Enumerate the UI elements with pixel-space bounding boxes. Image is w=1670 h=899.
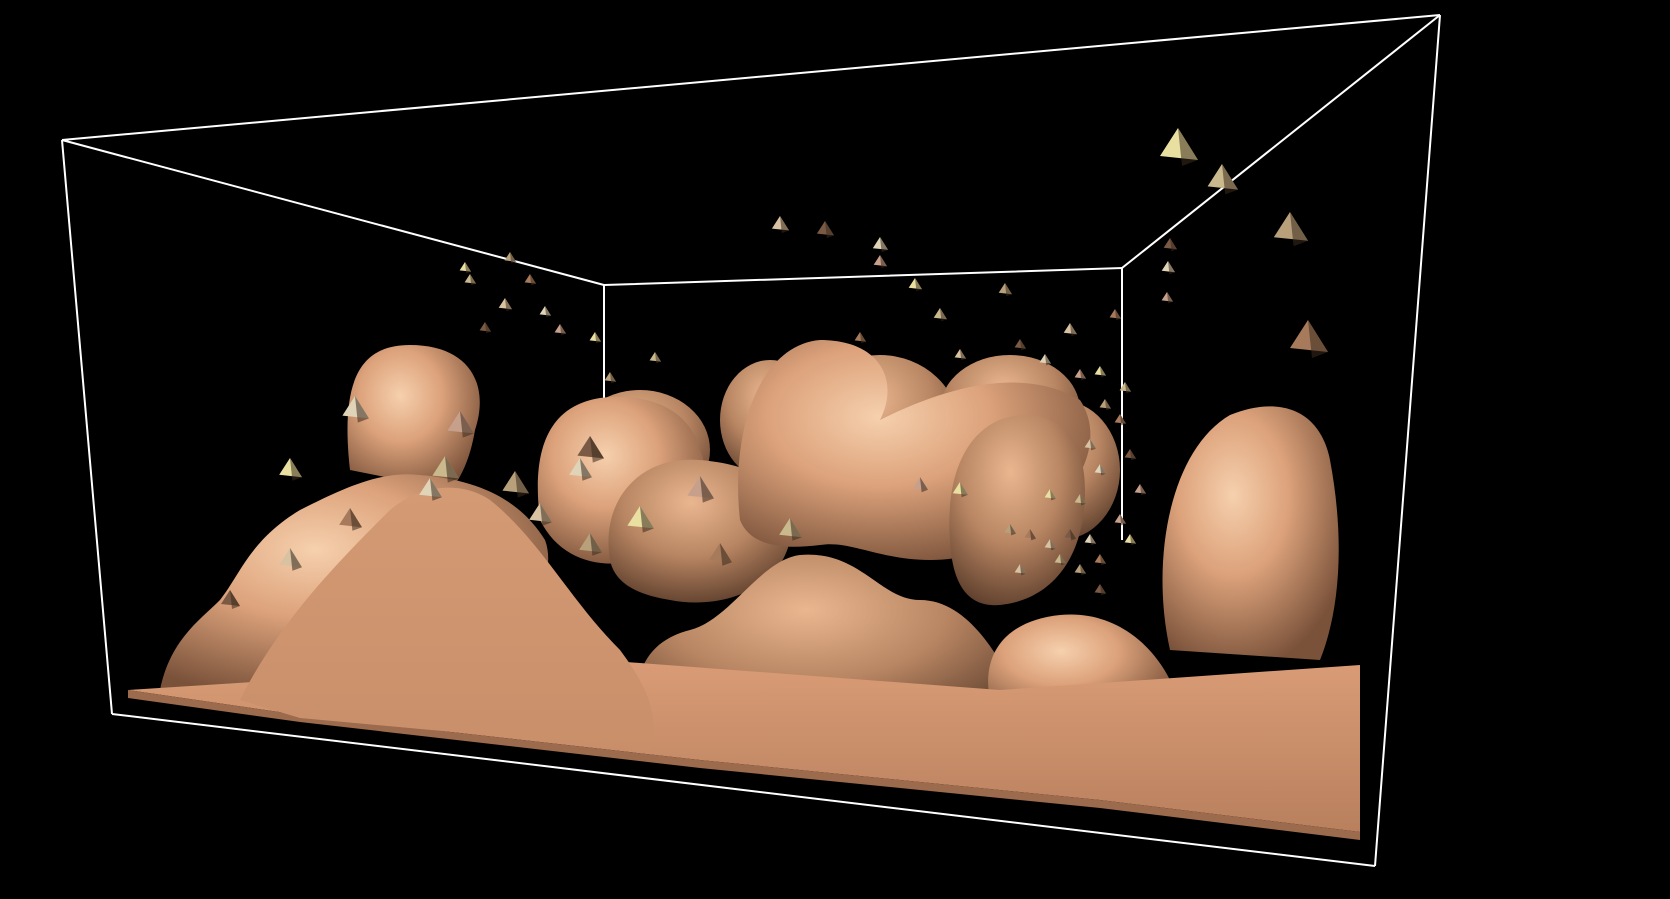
terrain-front-hill — [240, 487, 654, 750]
particle-tetrahedron-shade — [510, 252, 516, 264]
particle-tetrahedron-shade — [1090, 534, 1096, 546]
particle-tetrahedron-shade — [940, 308, 947, 322]
particle-tetrahedron-shade — [1020, 564, 1026, 576]
terrain-columns — [347, 340, 1339, 660]
particle-tetrahedron-shade — [545, 306, 551, 318]
particle-tetrahedron-shade — [445, 456, 459, 483]
particle-tetrahedron-shade — [1100, 464, 1106, 476]
particle-tetrahedron-shade — [1060, 554, 1066, 566]
particle-tetrahedron-shade — [780, 216, 789, 234]
particle-tetrahedron-shade — [860, 332, 866, 344]
particle-tetrahedron-shade — [1178, 128, 1198, 166]
particle-tetrahedron-shade — [590, 436, 604, 463]
particle-tetrahedron-shade — [560, 324, 566, 336]
particle-tetrahedron-shade — [350, 508, 362, 531]
particle-tetrahedron-shade — [1005, 283, 1012, 297]
particle-tetrahedron-shade — [1120, 514, 1126, 526]
particle-tetrahedron-shade — [915, 278, 922, 292]
particle-tetrahedron-shade — [1100, 554, 1106, 566]
particle-tetrahedron-shade — [1100, 584, 1106, 596]
particle-tetrahedron-shade — [1070, 323, 1077, 337]
particle-tetrahedron-shade — [655, 352, 661, 364]
particle-tetrahedron-shade — [290, 458, 302, 481]
particle-tetrahedron-shade — [1020, 339, 1026, 351]
particle-tetrahedron-shade — [1222, 164, 1238, 195]
particle-tetrahedron-shade — [470, 274, 476, 286]
particle-tetrahedron-shade — [505, 298, 512, 312]
particle-tetrahedron-shade — [1050, 489, 1056, 501]
particle-tetrahedron-shade — [1045, 354, 1051, 366]
particle-tetrahedron-shade — [580, 458, 592, 481]
particle-tetrahedron-shade — [1167, 292, 1173, 304]
particle-cloud — [221, 128, 1328, 609]
particle-tetrahedron-shade — [1030, 529, 1036, 541]
particle-tetrahedron-shade — [880, 255, 887, 269]
particle-tetrahedron-shade — [1130, 449, 1136, 461]
particle-tetrahedron-shade — [640, 506, 654, 533]
particle-tetrahedron-shade — [1080, 494, 1086, 506]
particle-tetrahedron-shade — [460, 411, 474, 438]
particle-tetrahedron-shade — [720, 543, 732, 566]
particle-tetrahedron-shade — [1010, 524, 1016, 536]
particle-tetrahedron-shade — [1090, 439, 1096, 451]
particle-tetrahedron-shade — [540, 503, 552, 526]
particle-tetrahedron-shade — [1130, 534, 1136, 546]
particle-tetrahedron-shade — [1170, 238, 1177, 252]
particle-tetrahedron-shade — [610, 372, 616, 384]
particle-tetrahedron-shade — [1308, 320, 1328, 358]
particle-tetrahedron-shade — [1080, 564, 1086, 576]
particle-tetrahedron-shade — [700, 476, 714, 503]
particle-tetrahedron-shade — [430, 478, 442, 501]
particle-tetrahedron-shade — [1100, 366, 1106, 378]
particle-tetrahedron-shade — [1290, 212, 1308, 247]
particle-tetrahedron-shade — [1168, 261, 1175, 275]
particle-tetrahedron-shade — [1080, 369, 1086, 381]
particle-tetrahedron-shade — [1115, 309, 1121, 321]
particle-tetrahedron-shade — [790, 518, 802, 541]
particle-tetrahedron-shade — [515, 471, 529, 498]
particle-tetrahedron-shade — [1140, 484, 1146, 496]
particle-tetrahedron-shade — [1105, 399, 1111, 411]
particle-tetrahedron-shade — [1125, 382, 1131, 394]
particle-tetrahedron-shade — [355, 396, 369, 423]
particle-tetrahedron-shade — [230, 590, 240, 609]
particle-tetrahedron-shade — [880, 237, 888, 253]
particle-tetrahedron-shade — [1050, 539, 1056, 551]
particle-tetrahedron-shade — [960, 349, 966, 361]
particle-tetrahedron-shade — [1070, 529, 1076, 541]
particle-tetrahedron-shade — [590, 533, 602, 556]
particle-tetrahedron-shade — [825, 221, 834, 239]
particle-tetrahedron-shade — [960, 482, 968, 498]
particle-tetrahedron-shade — [530, 274, 536, 286]
particle-tetrahedron-shade — [595, 332, 601, 344]
particle-tetrahedron-shade — [485, 322, 491, 334]
particle-tetrahedron-shade — [465, 262, 471, 274]
particle-tetrahedron-shade — [290, 548, 302, 571]
particle-tetrahedron-shade — [920, 477, 928, 493]
particle-tetrahedron-shade — [1120, 414, 1126, 426]
